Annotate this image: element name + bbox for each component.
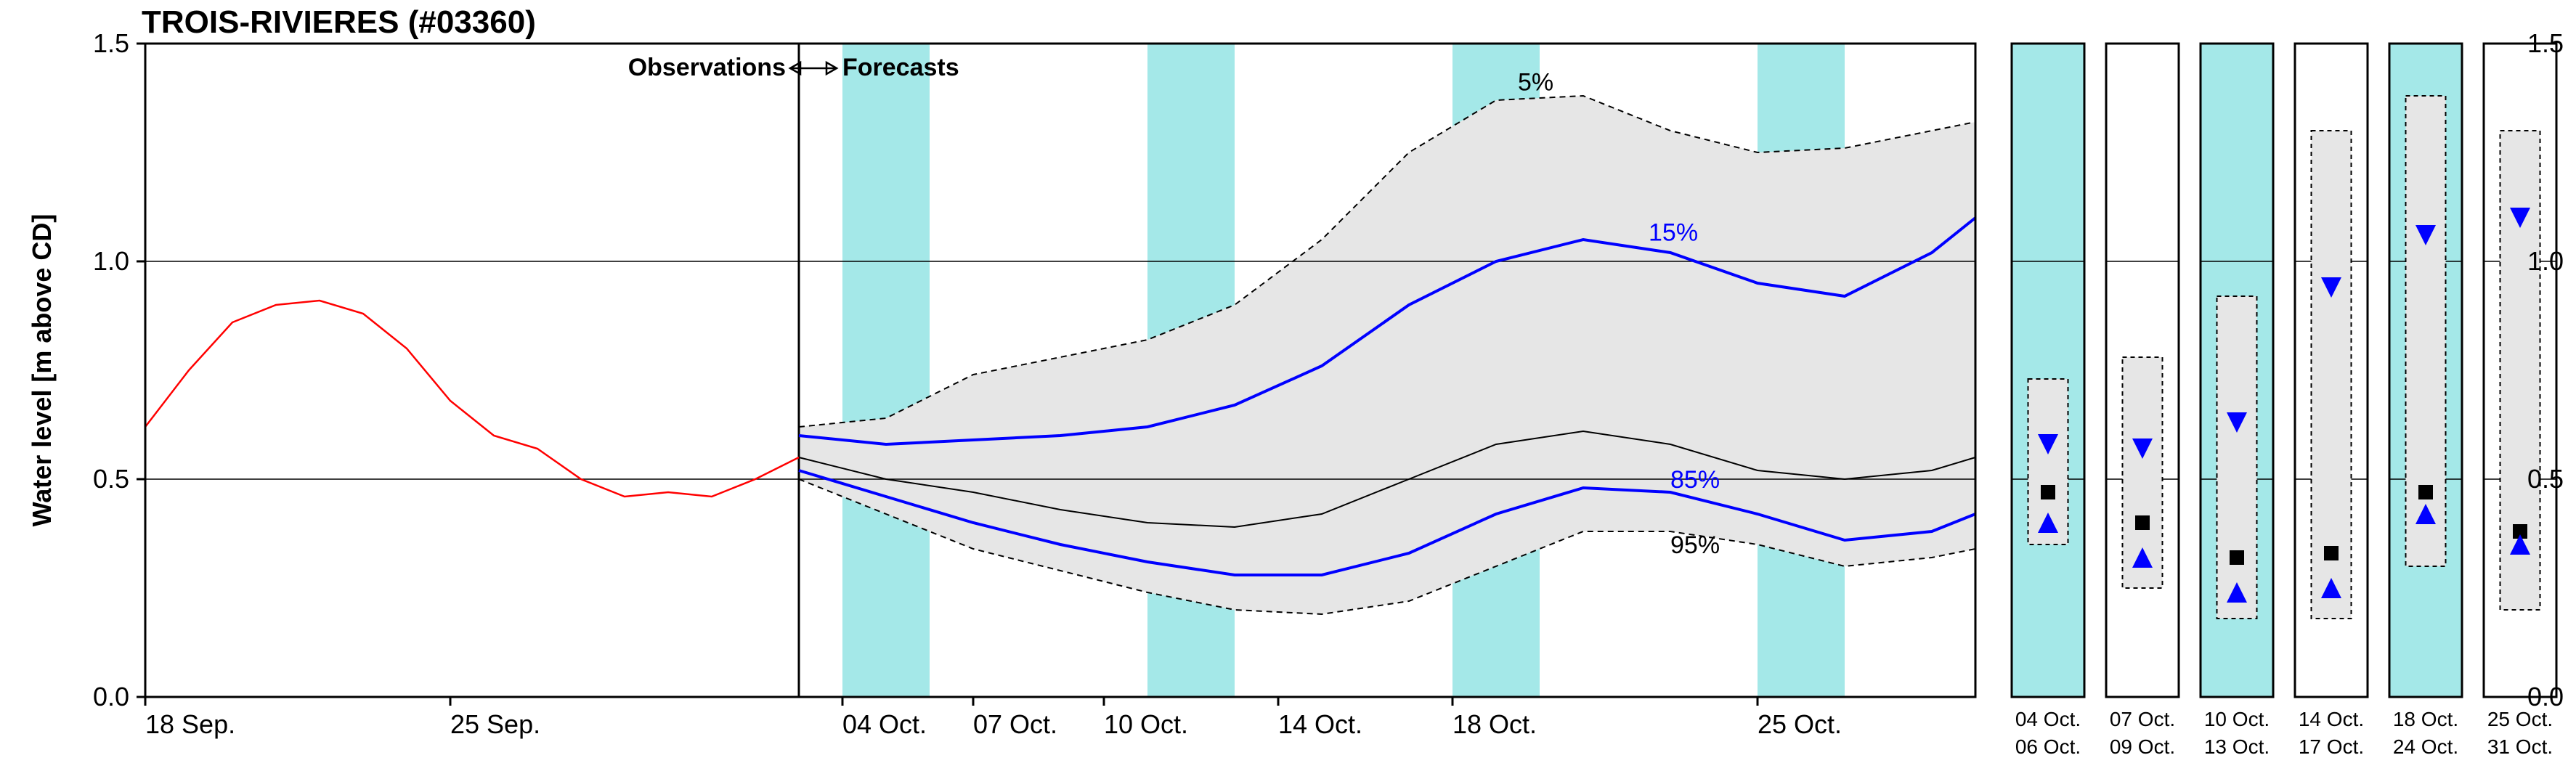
forecast-band-5-95 (799, 96, 1975, 614)
panel-date-bottom: 09 Oct. (2110, 735, 2175, 758)
ytick-label: 0.5 (93, 464, 129, 494)
panel-p50-marker (2324, 546, 2339, 560)
xtick-label: 07 Oct. (973, 709, 1057, 739)
panel-date-top: 07 Oct. (2110, 708, 2175, 730)
panel-date-bottom: 24 Oct. (2393, 735, 2458, 758)
xtick-label: 10 Oct. (1104, 709, 1188, 739)
panel-date-bottom: 13 Oct. (2204, 735, 2270, 758)
panel-p50-marker (2135, 515, 2150, 530)
xtick-label: 25 Oct. (1758, 709, 1842, 739)
panel-date-bottom: 06 Oct. (2015, 735, 2081, 758)
water-level-forecast-chart: 5% 15% 85% 95% 0.0 0.5 1.0 1.5 Water level [m ab… (0, 0, 2576, 771)
panel-p50-marker (2041, 485, 2055, 499)
chart-title: TROIS-RIVIERES (#03360) (142, 4, 536, 40)
pct-label: 15% (1649, 219, 1698, 247)
panel-date-bottom: 17 Oct. (2299, 735, 2364, 758)
panel-p50-marker (2230, 550, 2244, 565)
chart-svg: 5% 15% 85% 95% 0.0 0.5 1.0 1.5 Water level [m ab… (0, 0, 2576, 771)
y-axis-label: Water level [m above CD] (27, 214, 57, 527)
xtick-label: 25 Sep. (450, 709, 540, 739)
panel-range-box (2217, 296, 2257, 619)
panel-p50-marker (2418, 485, 2433, 499)
ytick-label-right: 0.0 (2527, 682, 2564, 711)
ytick-label: 1.0 (93, 246, 129, 276)
panel-range-box (2312, 131, 2352, 619)
panel-date-top: 14 Oct. (2299, 708, 2364, 730)
observations-label: Observations (628, 54, 786, 81)
weekend-band (842, 44, 930, 697)
ytick-label-right: 1.5 (2527, 28, 2564, 58)
forecasts-label: Forecasts (842, 54, 959, 81)
panel-date-top: 10 Oct. (2204, 708, 2270, 730)
panel-date-bottom: 31 Oct. (2487, 735, 2553, 758)
ytick-label: 0.0 (93, 682, 129, 711)
pct-label: 85% (1670, 466, 1720, 494)
panel-weekend-bg (2012, 44, 2084, 697)
xtick-label: 04 Oct. (842, 709, 927, 739)
panel-date-top: 18 Oct. (2393, 708, 2458, 730)
ytick-label-right: 0.5 (2527, 464, 2564, 494)
xtick-label: 18 Oct. (1452, 709, 1537, 739)
xtick-label: 18 Sep. (145, 709, 235, 739)
pct-label: 5% (1518, 69, 1553, 97)
ytick-label-right: 1.0 (2527, 246, 2564, 276)
panel-date-top: 04 Oct. (2015, 708, 2081, 730)
ytick-label: 1.5 (93, 28, 129, 58)
xtick-label: 14 Oct. (1278, 709, 1362, 739)
observation-line (145, 301, 799, 497)
pct-label: 95% (1670, 531, 1720, 559)
